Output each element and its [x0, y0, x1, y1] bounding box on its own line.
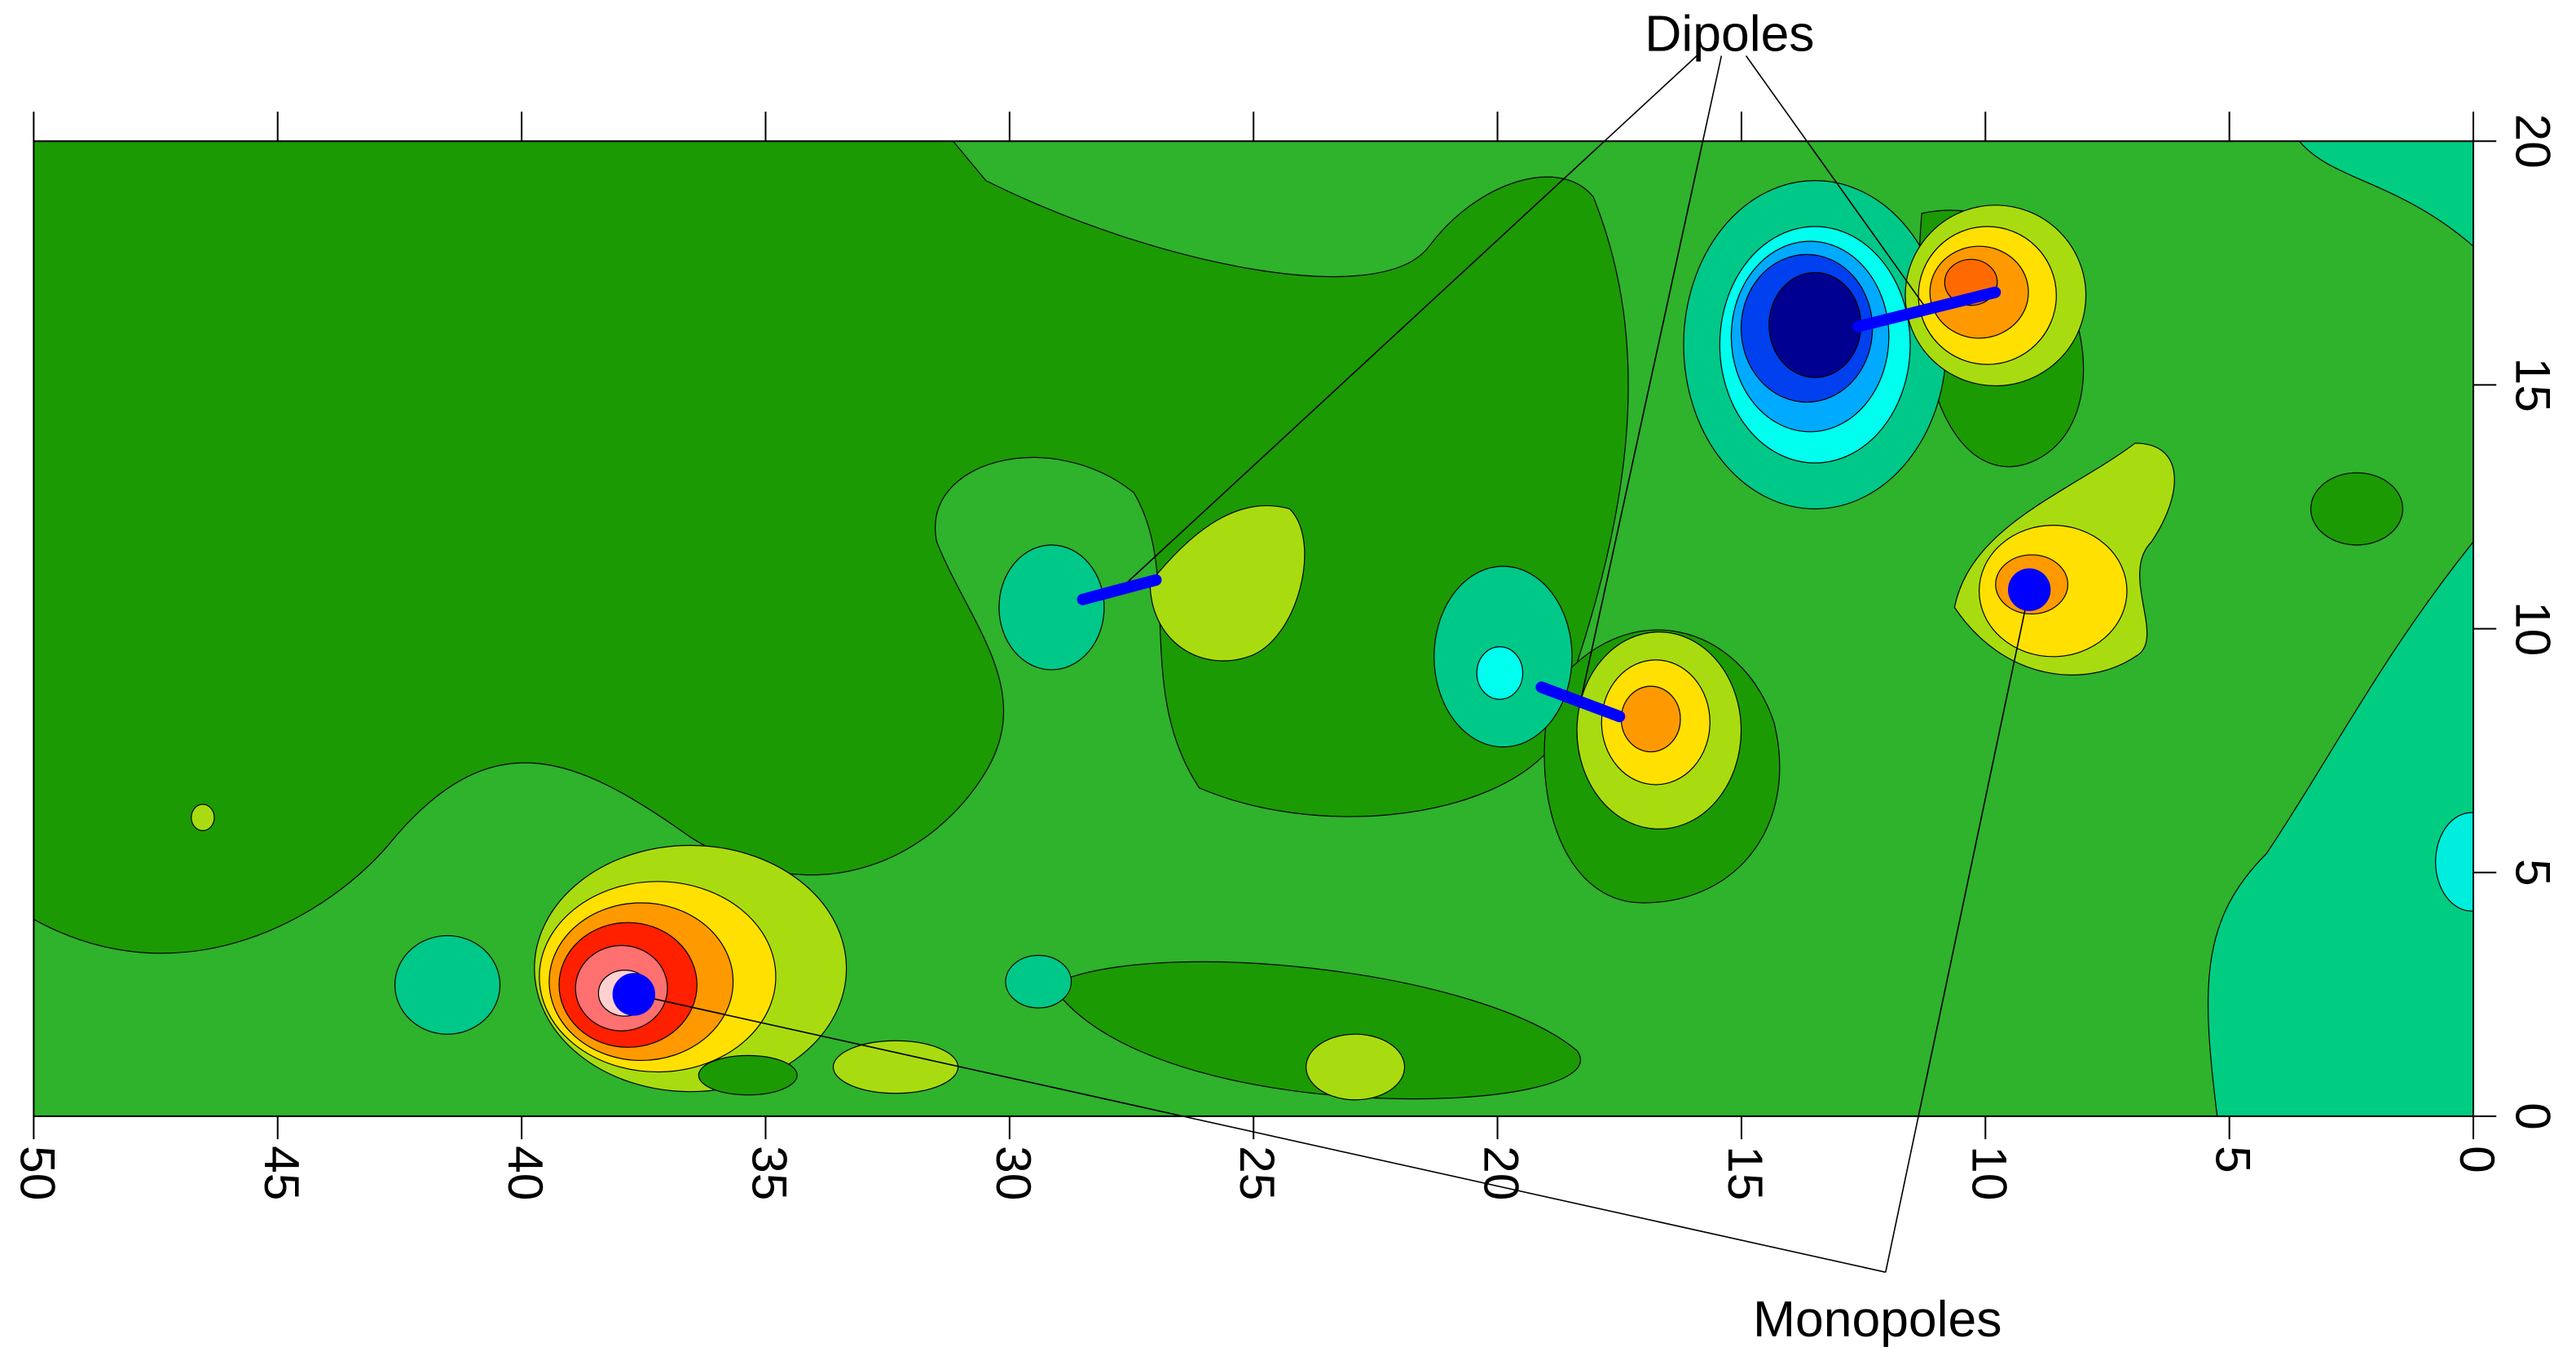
- annotation: Dipoles: [1645, 5, 1814, 62]
- contour-region: [2207, 540, 2474, 1116]
- x-tick-label: 15: [1718, 1146, 1773, 1200]
- contour-region: [2310, 472, 2404, 546]
- contour-field: [33, 141, 2474, 1116]
- x-tick-label: 20: [1474, 1146, 1530, 1200]
- dipole: [1077, 574, 1162, 605]
- dipole: [1535, 681, 1626, 723]
- x-tick-label: 35: [742, 1146, 797, 1200]
- contour-region: [394, 935, 501, 1035]
- contour-region: [2298, 141, 2474, 247]
- contour-region: [2435, 812, 2474, 912]
- contour-region: [698, 1054, 798, 1096]
- contour-region: [191, 803, 215, 831]
- contour-region: [998, 544, 1105, 671]
- contour-region: [1149, 504, 1306, 662]
- x-tick-label: 25: [1230, 1146, 1285, 1200]
- contour-region: [1476, 646, 1524, 700]
- leader-line: [633, 993, 1886, 1274]
- contour-region: [1768, 271, 1862, 378]
- contour-region: [1620, 685, 1681, 753]
- marks: Dipoles Monopoles: [612, 5, 2051, 1348]
- annotation: Monopoles: [1753, 1291, 2001, 1348]
- leader-line: [1885, 589, 2030, 1273]
- dipole: [1852, 286, 2001, 332]
- contour-region: [832, 1040, 959, 1094]
- y-tick-label: 15: [2506, 358, 2561, 412]
- x-tick-label: 50: [10, 1146, 65, 1200]
- contour-region: [1005, 954, 1072, 1009]
- contour-region: [1050, 961, 1581, 1100]
- y-tick-label: 5: [2506, 859, 2561, 887]
- contour-region: [1306, 1033, 1406, 1101]
- y-tick-label: 0: [2506, 1102, 2561, 1130]
- leader-line: [1579, 55, 1723, 702]
- y-tick-label: 10: [2506, 601, 2561, 656]
- x-tick-label: 10: [1962, 1146, 2017, 1200]
- leader-line: [1745, 55, 1928, 310]
- x-tick-label: 0: [2450, 1146, 2505, 1173]
- leader-line: [1118, 55, 1698, 591]
- x-tick-label: 30: [986, 1146, 1041, 1200]
- x-tick-label: 5: [2206, 1146, 2261, 1173]
- monopole: [612, 973, 655, 1016]
- y-tick-label: 20: [2506, 114, 2561, 169]
- x-tick-label: 45: [254, 1146, 310, 1200]
- x-tick-label: 40: [498, 1146, 553, 1200]
- monopole: [2007, 568, 2051, 611]
